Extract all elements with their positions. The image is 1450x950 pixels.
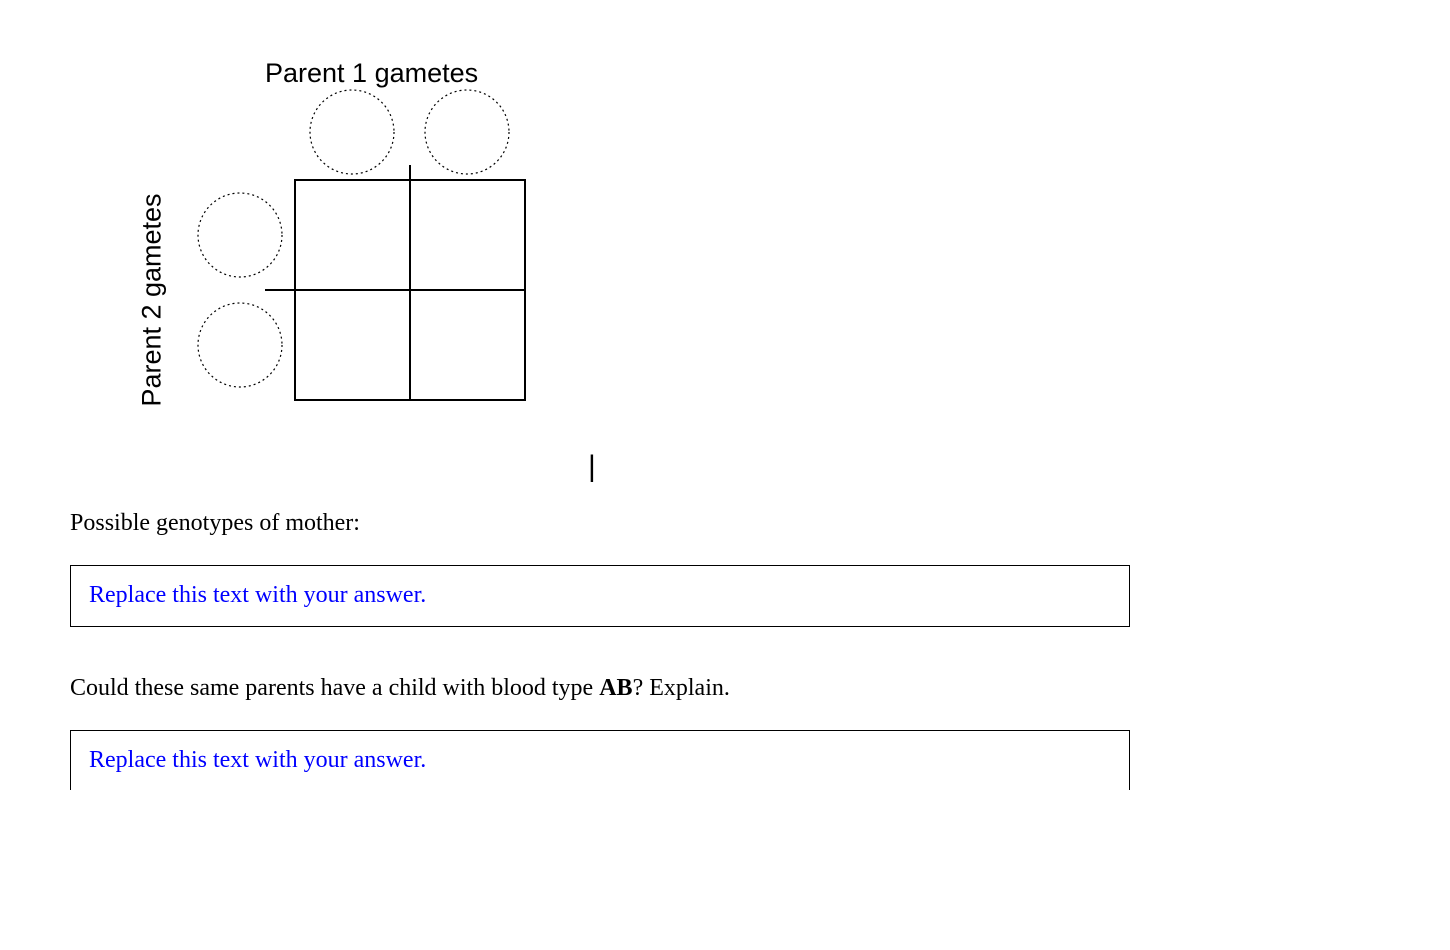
question-2-prompt-suffix: ? Explain. [633, 675, 730, 701]
question-1-answer-box[interactable]: Replace this text with your answer. [70, 565, 1130, 627]
parent2-gametes-label: Parent 2 gametes [137, 193, 168, 406]
answer-placeholder-text: Replace this text with your answer. [89, 582, 426, 608]
question-2-answer-box[interactable]: Replace this text with your answer. [70, 730, 1130, 790]
question-1: Possible genotypes of mother: Replace th… [70, 510, 1380, 627]
question-2-prompt-bold: AB [599, 675, 632, 701]
punnett-svg [190, 80, 550, 450]
punnett-square-diagram: Parent 1 gametes Parent 2 gametes | [100, 40, 600, 470]
question-2: Could these same parents have a child wi… [70, 675, 1380, 790]
question-2-prompt-prefix: Could these same parents have a child wi… [70, 675, 599, 701]
question-1-prompt: Possible genotypes of mother: [70, 510, 1380, 537]
question-2-prompt: Could these same parents have a child wi… [70, 675, 1380, 702]
answer-placeholder-text: Replace this text with your answer. [89, 747, 426, 773]
text-cursor: | [588, 450, 596, 484]
